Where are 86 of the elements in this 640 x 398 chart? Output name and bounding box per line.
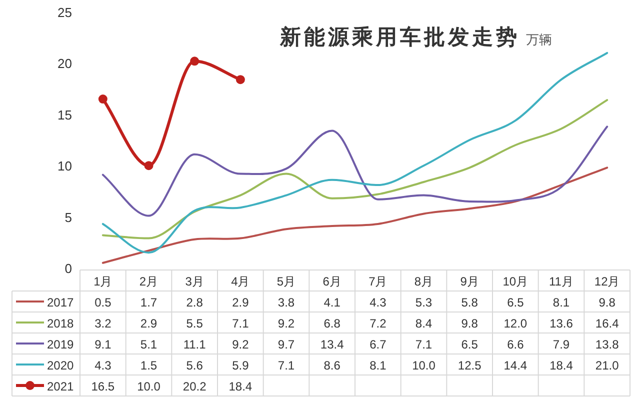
data-label: 11.1 <box>183 338 206 352</box>
data-label: 7.1 <box>415 338 432 352</box>
data-label: 8.1 <box>552 296 570 310</box>
subtitle: 万辆 <box>526 32 552 47</box>
xtick: 10月 <box>502 274 528 288</box>
data-label: 5.9 <box>232 358 249 372</box>
ytick: 20 <box>58 56 72 72</box>
xtick: 4月 <box>231 274 250 288</box>
data-label: 6.5 <box>461 338 478 352</box>
data-label: 7.9 <box>552 338 570 352</box>
data-label: 9.2 <box>278 316 295 330</box>
legend-label: 2018 <box>47 316 74 330</box>
data-label: 8.1 <box>370 358 386 372</box>
data-label: 2.9 <box>232 296 249 310</box>
data-label: 5.5 <box>186 316 203 330</box>
legend-label: 2021 <box>47 380 74 394</box>
point <box>144 161 154 170</box>
data-label: 4.3 <box>370 296 386 310</box>
data-label: 9.8 <box>461 316 478 330</box>
point <box>98 94 108 104</box>
data-label: 16.5 <box>91 380 115 394</box>
ytick: 25 <box>58 5 72 20</box>
data-label: 5.6 <box>186 358 203 372</box>
xtick: 3月 <box>185 274 204 288</box>
ytick: 15 <box>58 107 72 122</box>
xtick: 1月 <box>94 274 112 288</box>
point <box>236 75 245 84</box>
data-label: 6.6 <box>507 338 524 352</box>
data-label: 21.0 <box>595 358 619 372</box>
data-label: 0.5 <box>94 296 112 310</box>
data-label: 1.5 <box>140 358 158 372</box>
xtick: 12月 <box>594 274 620 288</box>
xtick: 6月 <box>322 274 342 288</box>
legend-label: 2019 <box>47 338 74 352</box>
data-label: 13.8 <box>595 338 619 352</box>
xtick: 2月 <box>139 274 158 288</box>
legend-item: 2018 <box>16 316 74 330</box>
xtick: 9月 <box>460 274 479 288</box>
data-label: 13.6 <box>550 316 573 330</box>
data-label: 16.4 <box>595 316 619 330</box>
data-label: 7.2 <box>370 316 386 330</box>
data-label: 7.1 <box>278 358 295 372</box>
legend-item: 2019 <box>16 338 74 352</box>
data-label: 9.8 <box>598 296 616 310</box>
data-label: 13.4 <box>320 338 344 352</box>
legend-item: 2021 <box>16 380 74 394</box>
legend-label: 2017 <box>47 296 74 310</box>
title: 新能源乘用车批发走势 <box>280 26 520 49</box>
data-label: 8.4 <box>415 316 432 330</box>
data-label: 5.1 <box>140 338 158 352</box>
data-label: 10.0 <box>412 358 436 372</box>
legend-label: 2020 <box>47 358 74 372</box>
data-label: 4.3 <box>94 358 112 372</box>
data-label: 18.4 <box>550 358 573 372</box>
data-label: 9.7 <box>278 338 295 352</box>
data-label: 3.8 <box>278 296 295 310</box>
data-label: 4.1 <box>324 296 340 310</box>
xtick: 11月 <box>549 274 574 288</box>
data-label: 8.6 <box>324 358 340 372</box>
data-label: 2.8 <box>186 296 203 310</box>
data-label: 5.8 <box>461 296 478 310</box>
xtick: 7月 <box>368 274 388 288</box>
legend-item: 2017 <box>16 296 74 310</box>
xtick: 5月 <box>276 274 296 288</box>
point <box>190 56 200 66</box>
data-label: 7.1 <box>232 316 249 330</box>
data-label: 12.0 <box>504 316 528 330</box>
data-label: 18.4 <box>228 380 252 394</box>
xtick: 8月 <box>414 274 434 288</box>
data-label: 3.2 <box>94 316 112 330</box>
data-label: 5.3 <box>415 296 432 310</box>
data-label: 20.2 <box>182 380 206 394</box>
data-label: 9.2 <box>232 338 249 352</box>
data-label: 12.5 <box>458 358 482 372</box>
data-label: 6.8 <box>324 316 340 330</box>
legend-item: 2020 <box>16 358 74 372</box>
data-label: 6.7 <box>370 338 386 352</box>
ytick: 0 <box>64 261 72 276</box>
ytick: 10 <box>58 158 72 174</box>
data-label: 14.4 <box>504 358 528 372</box>
data-label: 10.0 <box>137 380 160 394</box>
data-label: 1.7 <box>140 296 158 310</box>
ytick: 5 <box>64 210 72 225</box>
data-label: 9.1 <box>94 338 112 352</box>
data-label: 2.9 <box>140 316 158 330</box>
data-label: 6.5 <box>507 296 524 310</box>
